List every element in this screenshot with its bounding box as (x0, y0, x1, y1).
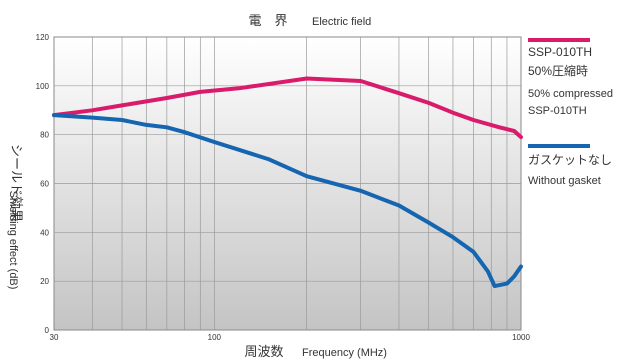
data-series (52, 76, 523, 289)
chart-title: 電 界 (248, 13, 287, 28)
legend: SSP-010TH 50%圧縮時 50% compressed SSP-010TH ガス… (528, 38, 613, 187)
x-tick-labels: 30 100 1000 (50, 333, 531, 342)
legend-label-1: SSP-010TH (528, 105, 587, 117)
chart-subtitle: Electric field (312, 16, 371, 28)
x-tick-label: 30 (50, 333, 59, 342)
legend-label-1: SSP-010TH (528, 45, 592, 59)
legend-label-2: Without gasket (528, 175, 601, 187)
series-line-2 (52, 113, 523, 289)
x-axis-label-en: Frequency (MHz) (302, 347, 387, 359)
y-tick-label: 40 (40, 228, 49, 237)
grid (54, 37, 521, 330)
legend-swatch-1 (528, 38, 590, 42)
y-tick-label: 80 (40, 131, 49, 140)
y-tick-label: 60 (40, 180, 49, 189)
series-line-1 (52, 76, 523, 140)
x-tick-label: 1000 (512, 333, 530, 342)
x-axis-label-jp: 周波数 (244, 344, 283, 359)
y-axis-label-en: Shielding effect (dB) (7, 191, 19, 290)
y-tick-label: 120 (36, 33, 50, 42)
x-tick-label: 100 (208, 333, 222, 342)
legend-label-1: 50% compressed (528, 88, 613, 100)
y-tick-label: 0 (45, 326, 50, 335)
y-tick-labels: 0 20 40 60 80 100 120 (36, 33, 50, 335)
y-axis-label-jp: シールド効果 (9, 144, 24, 222)
legend-label-1: 50%圧縮時 (528, 63, 588, 78)
legend-label-2: ガスケットなし (528, 153, 612, 167)
y-tick-label: 100 (36, 82, 50, 91)
legend-swatch-2 (528, 144, 590, 148)
y-tick-label: 20 (40, 277, 49, 286)
